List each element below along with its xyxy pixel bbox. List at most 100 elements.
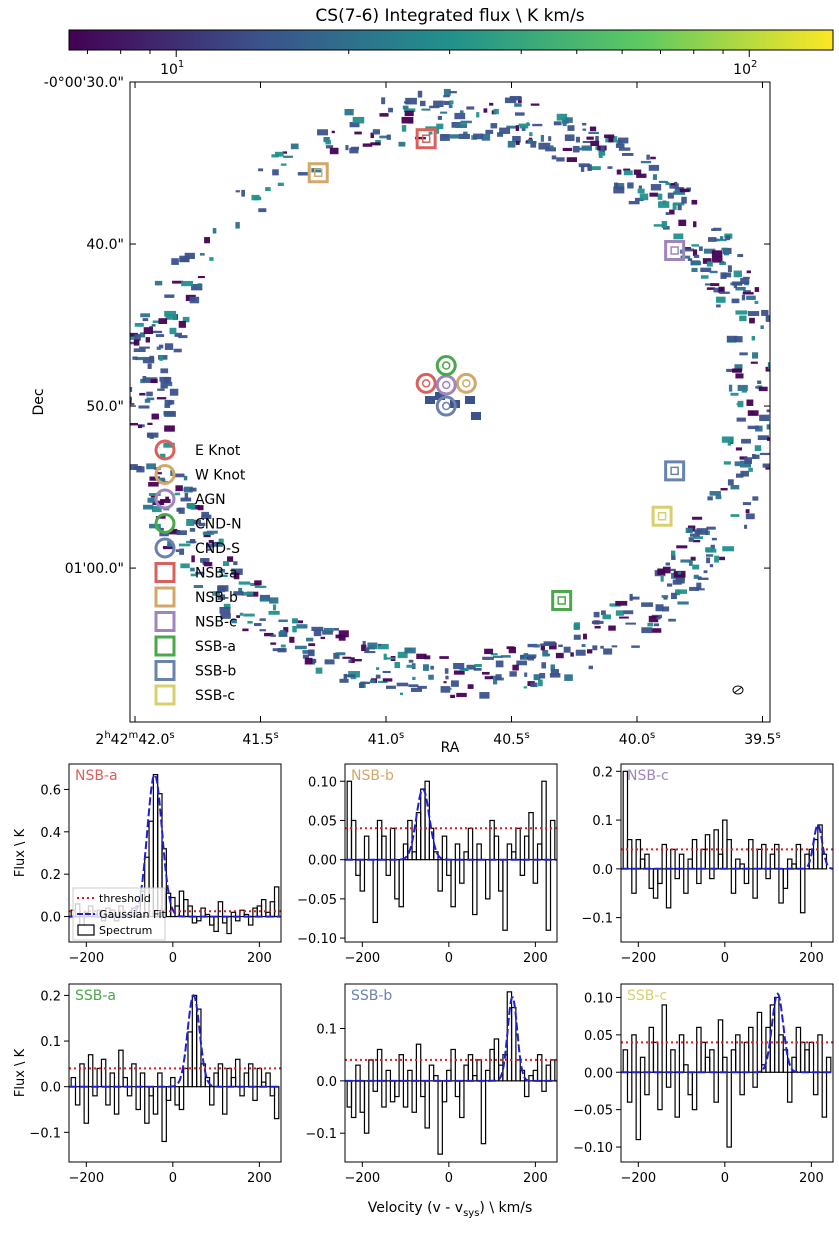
spectrum-bar	[368, 1059, 374, 1082]
emission-clump	[647, 622, 654, 627]
emission-clump	[720, 488, 728, 491]
emission-clump	[290, 143, 299, 150]
emission-clump	[589, 126, 597, 132]
emission-clump	[587, 164, 592, 171]
spectrum-bar	[200, 907, 206, 918]
spectrum-bar	[105, 1086, 111, 1106]
spectrum-bar	[247, 1063, 254, 1088]
emission-clump	[740, 460, 752, 468]
emission-clump	[542, 649, 549, 657]
spectrum-bar	[437, 1080, 443, 1155]
spectrum-bar	[100, 1058, 107, 1088]
emission-clump	[167, 381, 173, 387]
emission-clump	[693, 254, 700, 258]
emission-clump	[575, 136, 580, 143]
emission-clump	[278, 619, 288, 623]
emission-clump	[672, 203, 677, 210]
region-circle-inner	[441, 361, 451, 370]
emission-clump	[223, 603, 231, 610]
emission-clump	[367, 642, 378, 650]
emission-clump	[727, 479, 734, 486]
emission-clump	[679, 249, 684, 254]
emission-clump	[259, 597, 272, 602]
emission-clump	[706, 261, 713, 267]
spectrum-frame	[68, 983, 282, 1163]
emission-clump	[178, 507, 185, 514]
emission-clump	[573, 622, 581, 630]
legend-spectrum-swatch	[77, 924, 95, 936]
emission-clump	[673, 202, 685, 206]
legend-label: NSB-b	[195, 590, 238, 606]
spectrum-bar	[765, 868, 771, 880]
emission-clump	[665, 212, 670, 216]
emission-clump	[344, 108, 354, 116]
emission-clump	[628, 201, 640, 205]
legend-label: SSB-b	[195, 664, 236, 680]
emission-clump	[184, 492, 189, 500]
emission-clump	[482, 656, 494, 660]
emission-clump	[265, 187, 271, 192]
region-markers	[307, 128, 686, 611]
emission-clump	[648, 164, 660, 171]
ra-tick-label: 41.0s	[368, 730, 404, 748]
spectrum-bar	[415, 1043, 422, 1082]
emission-clump	[160, 453, 166, 459]
spectrum-bar	[213, 915, 219, 933]
x-tick-label: −200	[344, 951, 380, 966]
spectrum-bar	[363, 835, 370, 861]
emission-clump	[231, 568, 243, 575]
spectrum-bar	[437, 859, 443, 892]
spectrum-bar	[398, 1054, 405, 1082]
spectrum-bar	[385, 859, 392, 876]
emission-clump	[625, 622, 637, 625]
emission-clump	[700, 275, 709, 279]
emission-clump	[744, 457, 752, 464]
emission-clump	[282, 151, 288, 154]
spectrum-bar	[372, 859, 379, 923]
emission-clump	[130, 464, 138, 470]
emission-clump	[164, 404, 171, 408]
region-circle	[455, 372, 477, 394]
emission-clump	[661, 595, 669, 598]
emission-clump	[706, 554, 714, 557]
emission-clump	[404, 110, 414, 117]
spectrum-bar	[735, 1034, 741, 1073]
emission-clump	[315, 667, 323, 674]
gaussian-fit-line	[621, 824, 833, 870]
emission-clump	[581, 644, 586, 648]
spectrum-bar	[131, 1063, 137, 1088]
emission-clump	[671, 592, 677, 600]
emission-clump	[495, 674, 502, 681]
emission-clump	[139, 346, 150, 349]
emission-clump	[445, 675, 449, 680]
legend-square-marker	[154, 660, 176, 681]
emission-clump	[272, 604, 277, 611]
emission-clump	[651, 628, 662, 633]
spectrum-bar	[652, 868, 659, 899]
emission-clump	[365, 647, 370, 653]
emission-clump	[564, 674, 573, 681]
spectrum-bar	[817, 824, 823, 870]
spectrum-bar	[161, 1086, 167, 1143]
emission-clump	[175, 549, 180, 553]
emission-clump	[436, 123, 444, 130]
emission-clump	[532, 123, 543, 127]
emission-clump	[692, 261, 702, 266]
spectrum-bar	[83, 1086, 90, 1124]
spectrum-bar	[446, 859, 452, 876]
emission-clump	[241, 189, 245, 197]
spectrum-bar	[709, 1049, 715, 1073]
emission-clump	[660, 574, 664, 582]
emission-clump	[386, 134, 391, 140]
emission-clump	[735, 310, 748, 315]
emission-clump	[274, 151, 284, 157]
ra-tick-label: 41.5s	[242, 730, 278, 748]
emission-clump	[453, 670, 465, 675]
emission-clump	[449, 134, 460, 139]
spectrum-bar	[239, 1086, 245, 1097]
emission-clump	[746, 295, 756, 300]
spectrum-bar	[424, 780, 430, 861]
emission-clump	[710, 283, 720, 287]
emission-clump	[587, 649, 593, 654]
